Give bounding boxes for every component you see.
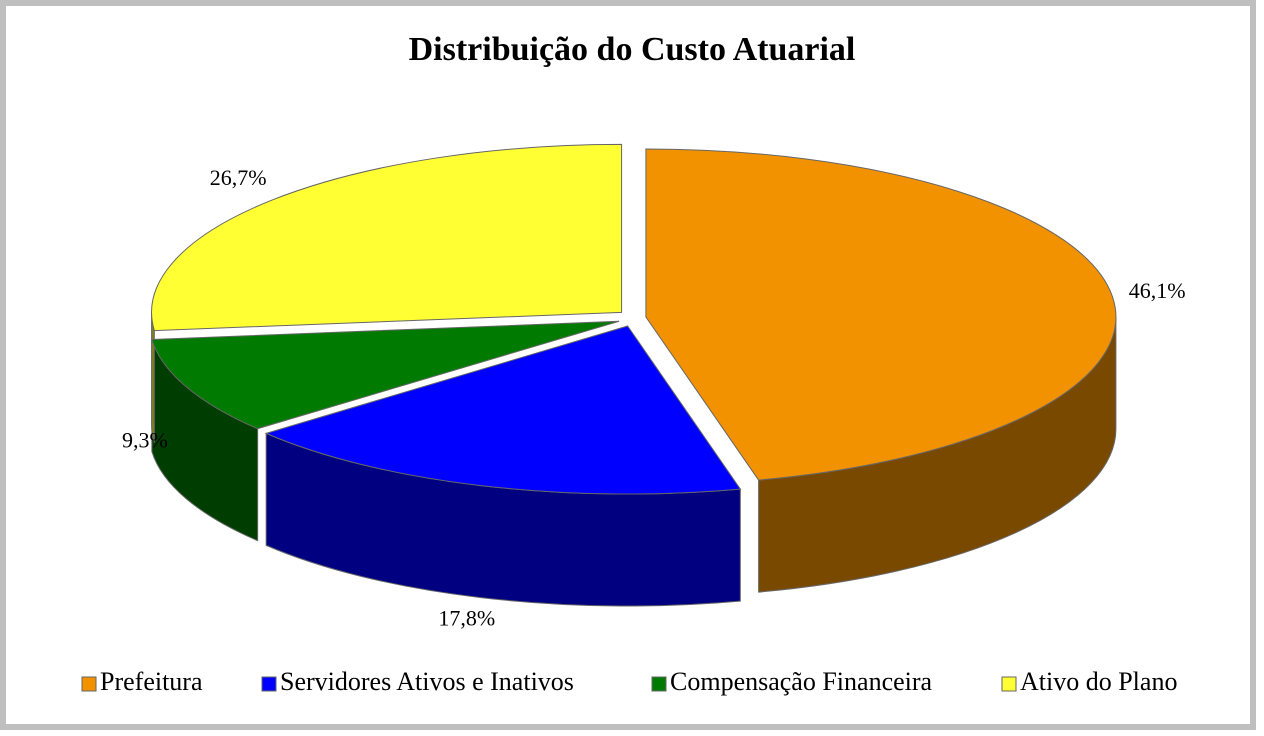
chart-title: Distribuição do Custo Atuarial [409, 31, 856, 68]
slice [264, 325, 742, 495]
data-label: 26,7% [210, 165, 267, 190]
legend-swatch [81, 676, 97, 692]
data-label: 17,8% [438, 606, 495, 631]
legend-label: Compensação Financeira [670, 667, 933, 696]
legend-label: Ativo do Plano [1020, 667, 1177, 696]
data-label: 46,1% [1129, 278, 1186, 303]
legend-swatch [651, 676, 667, 692]
data-label: 9,3% [122, 427, 168, 452]
legend-label: Prefeitura [100, 667, 203, 696]
slice [151, 143, 623, 332]
legend-label: Servidores Ativos e Inativos [280, 667, 574, 696]
slice [151, 320, 620, 430]
legend-swatch [261, 676, 277, 692]
legend-swatch [1001, 676, 1017, 692]
slice [645, 148, 1117, 481]
slice-side [151, 312, 155, 443]
